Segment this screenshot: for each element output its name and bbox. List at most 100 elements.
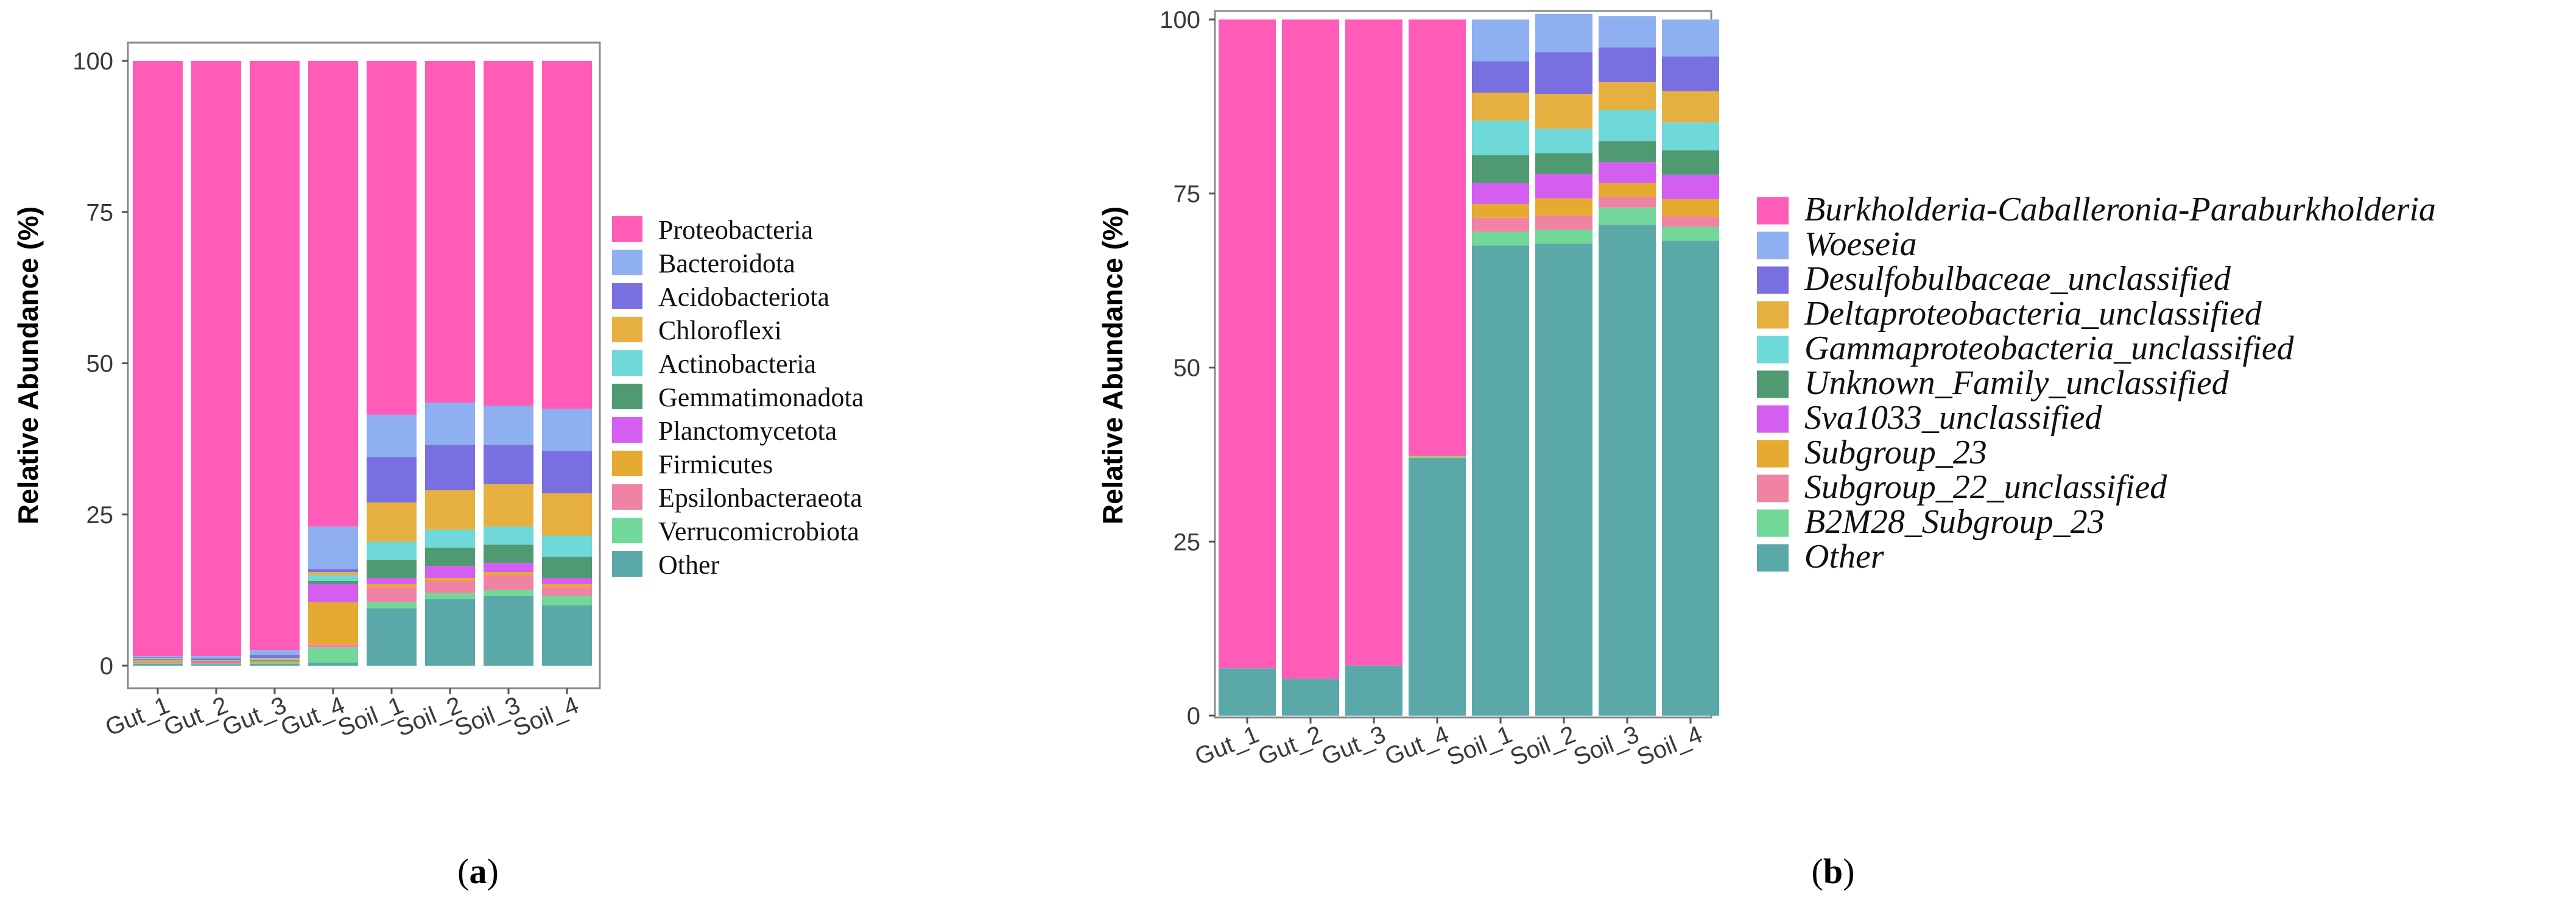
- y-tick-label-25: 25: [86, 502, 114, 529]
- bar-segment-soil-1-desulfobulbaceae-unclassified: [1472, 61, 1529, 93]
- chart-b-y-label: Relative Abundance (%): [1097, 206, 1128, 524]
- bar-segment-soil-4-b2m28-subgroup-23: [1662, 227, 1719, 241]
- bar-segment-soil-1-acidobacteriota: [367, 457, 417, 502]
- bar-segment-gut-4-planctomycetota: [308, 583, 358, 602]
- bar-segment-gut-4-acidobacteriota: [308, 569, 358, 573]
- legend-swatch-verrucomicrobiota: [612, 518, 642, 543]
- bar-segment-soil-3-acidobacteriota: [484, 445, 533, 485]
- y-tick-label-75: 75: [86, 199, 114, 226]
- bar-segment-soil-1-bacteroidota: [367, 414, 417, 457]
- y-tick-label-100: 100: [1160, 7, 1200, 33]
- legend-swatch-sva1033-unclassified: [1757, 405, 1789, 433]
- legend-swatch-chloroflexi: [612, 317, 642, 342]
- bar-segment-soil-3-unknown-family-unclassified: [1599, 141, 1656, 163]
- bar-segment-gut-1-burkholderia-caballeronia-paraburkholderia: [1219, 19, 1276, 669]
- bar-segment-gut-3-burkholderia-caballeronia-paraburkholderia: [1345, 19, 1402, 666]
- bar-segment-soil-3-proteobacteria: [484, 61, 533, 406]
- bar-segment-soil-1-gemmatimonadota: [367, 560, 417, 579]
- bar-segment-soil-4-desulfobulbaceae-unclassified: [1662, 56, 1719, 91]
- legend-label-subgroup-22-unclassified: Subgroup_22_unclassified: [1804, 468, 2167, 506]
- bar-segment-gut-4-subgroup-23: [1409, 456, 1466, 457]
- legend-swatch-other: [1757, 544, 1789, 572]
- chart-b-panel-label: (b): [1812, 851, 1855, 891]
- bar-segment-soil-4-planctomycetota: [542, 578, 592, 584]
- bar-segment-soil-1-firmicutes: [367, 583, 417, 587]
- chart-a-x-axis: Gut_1Gut_2Gut_3Gut_4Soil_1Soil_2Soil_3So…: [102, 688, 582, 742]
- legend-label-woeseia: Woeseia: [1804, 225, 1917, 263]
- legend-swatch-gammaproteobacteria-unclassified: [1757, 336, 1789, 364]
- bar-segment-soil-3-epsilonbacteraeota: [484, 575, 533, 590]
- bar-segment-soil-3-actinobacteria: [484, 526, 533, 545]
- bar-segment-gut-3-chloroflexi: [250, 658, 300, 660]
- legend-swatch-epsilonbacteraeota: [612, 484, 642, 510]
- bar-segment-gut-2-other: [1282, 678, 1339, 716]
- bar-segment-gut-1-other: [1219, 668, 1276, 716]
- bar-segment-soil-3-gemmatimonadota: [484, 544, 533, 563]
- legend-label-desulfobulbaceae-unclassified: Desulfobulbaceae_unclassified: [1804, 260, 2231, 298]
- bar-segment-soil-4-bacteroidota: [542, 408, 592, 451]
- bar-segment-soil-1-unknown-family-unclassified: [1472, 155, 1529, 183]
- legend-swatch-subgroup-22-unclassified: [1757, 474, 1789, 502]
- legend-swatch-deltaproteobacteria-unclassified: [1757, 301, 1789, 329]
- bar-segment-soil-3-chloroflexi: [484, 484, 533, 527]
- bar-segment-gut-3-firmicutes: [250, 661, 300, 663]
- y-tick-label-25: 25: [1174, 529, 1201, 555]
- legend-label-planctomycetota: Planctomycetota: [658, 416, 837, 446]
- bar-segment-soil-2-gemmatimonadota: [425, 548, 475, 566]
- bar-segment-gut-3-verrucomicrobiota: [250, 663, 300, 664]
- bar-segment-soil-4-epsilonbacteraeota: [542, 587, 592, 596]
- bar-segment-gut-1-other: [133, 664, 183, 666]
- bar-segment-gut-2-planctomycetota: [191, 662, 241, 663]
- legend-label-gemmatimonadota: Gemmatimonadota: [658, 382, 864, 412]
- bar-segment-soil-2-gammaproteobacteria-unclassified: [1535, 129, 1592, 153]
- bar-segment-soil-3-subgroup-23: [1599, 183, 1656, 197]
- legend-label-acidobacteriota: Acidobacteriota: [658, 282, 829, 312]
- legend-label-bacteroidota: Bacteroidota: [658, 248, 795, 278]
- y-tick-label-75: 75: [1174, 181, 1201, 208]
- bar-segment-soil-2-subgroup-22-unclassified: [1535, 216, 1592, 230]
- bar-segment-gut-2-acidobacteriota: [191, 658, 241, 661]
- legend-swatch-b2m28-subgroup-23: [1757, 509, 1789, 537]
- bar-segment-gut-4-other: [308, 663, 358, 666]
- legend-swatch-woeseia: [1757, 231, 1789, 259]
- bar-segment-soil-1-other: [1472, 245, 1529, 716]
- x-tick-label-soil-4: Soil_4: [1633, 721, 1706, 771]
- bar-segment-gut-1-gemmatimonadota: [133, 659, 183, 660]
- legend-label-chloroflexi: Chloroflexi: [658, 315, 782, 345]
- y-tick-label-0: 0: [100, 653, 113, 680]
- bar-segment-soil-4-gemmatimonadota: [542, 557, 592, 579]
- bar-segment-soil-1-subgroup-22-unclassified: [1472, 217, 1529, 232]
- bar-segment-soil-1-proteobacteria: [367, 61, 417, 415]
- bar-segment-soil-3-desulfobulbaceae-unclassified: [1599, 47, 1656, 82]
- bar-segment-soil-3-planctomycetota: [484, 563, 533, 573]
- legend-label-proteobacteria: Proteobacteria: [658, 215, 813, 245]
- bar-segment-gut-3-proteobacteria: [250, 61, 300, 650]
- chart-a-panel-label: (a): [457, 851, 499, 891]
- legend-label-sva1033-unclassified: Sva1033_unclassified: [1804, 399, 2102, 437]
- bar-segment-gut-1-bacteroidota: [133, 656, 183, 658]
- bar-segment-soil-4-acidobacteriota: [542, 451, 592, 493]
- bar-segment-soil-1-chloroflexi: [367, 502, 417, 542]
- bar-segment-gut-4-burkholderia-caballeronia-paraburkholderia: [1409, 19, 1466, 456]
- bar-segment-soil-2-woeseia: [1535, 13, 1592, 52]
- bar-segment-gut-3-actinobacteria: [250, 659, 300, 661]
- bar-segment-soil-3-bacteroidota: [484, 406, 533, 445]
- bar-segment-soil-1-planctomycetota: [367, 578, 417, 584]
- bar-segment-soil-4-other: [542, 605, 592, 666]
- chart-a-y-label: Relative Abundance (%): [12, 206, 44, 524]
- bar-segment-soil-4-sva1033-unclassified: [1662, 174, 1719, 199]
- bar-segment-soil-4-subgroup-23: [1662, 199, 1719, 217]
- bar-segment-soil-2-unknown-family-unclassified: [1535, 153, 1592, 174]
- legend-swatch-actinobacteria: [612, 350, 642, 376]
- x-tick-label-gut-2: Gut_2: [1255, 721, 1326, 771]
- bar-segment-gut-4-firmicutes: [308, 602, 358, 645]
- bar-segment-gut-4-gemmatimonadota: [308, 580, 358, 584]
- legend-label-epsilonbacteraeota: Epsilonbacteraeota: [658, 483, 862, 513]
- bar-segment-gut-1-acidobacteriota: [133, 657, 183, 658]
- chart-b-bars: [1219, 13, 1719, 716]
- bar-segment-soil-2-desulfobulbaceae-unclassified: [1535, 52, 1592, 94]
- bar-segment-gut-4-actinobacteria: [308, 575, 358, 581]
- bar-segment-gut-4-epsilonbacteraeota: [308, 644, 358, 648]
